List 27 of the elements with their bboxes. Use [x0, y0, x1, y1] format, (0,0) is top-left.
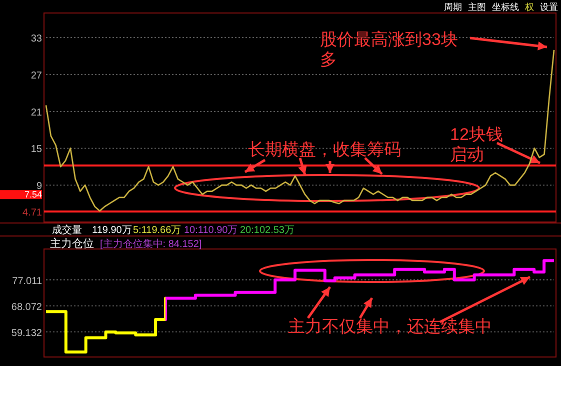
chart-subtitle: [主力仓位集中: 84.152] [100, 238, 202, 250]
ref-line-label: 4.71 [22, 207, 42, 218]
annotation: 股价最高涨到33块多 [320, 30, 458, 69]
text: 5:119.66万 [133, 225, 182, 236]
text: 坐标线 [492, 2, 519, 12]
line-series [45, 49, 555, 212]
y-tick-label: 33 [30, 34, 42, 45]
y-tick-label: 7.54 [24, 190, 42, 200]
annotation: 主力不仅集中，还连续集中 [288, 317, 492, 336]
text: 设置 [540, 2, 558, 12]
y-tick-label: 21 [30, 107, 42, 118]
y-tick-label: 15 [30, 144, 42, 156]
chart-title: 主力仓位 [50, 237, 94, 250]
y-tick-label: 9 [36, 181, 42, 192]
y-tick-label: 27 [30, 70, 42, 82]
y-tick-label: 59.132 [11, 328, 42, 339]
text: 20:102.53万 [240, 225, 294, 236]
annotation: 12块钱启动 [450, 125, 503, 164]
text: 权 [524, 2, 534, 12]
text: 10:110.90万 [184, 225, 238, 236]
text: 周期 [444, 2, 462, 12]
text: 主图 [468, 2, 486, 12]
text: 成交量 [52, 224, 82, 236]
y-tick-label: 77.011 [12, 276, 42, 287]
y-tick-label: 68.072 [11, 302, 42, 313]
annotation: 长期横盘，收集筹码 [248, 140, 401, 159]
text: 119.90万 [92, 225, 132, 236]
